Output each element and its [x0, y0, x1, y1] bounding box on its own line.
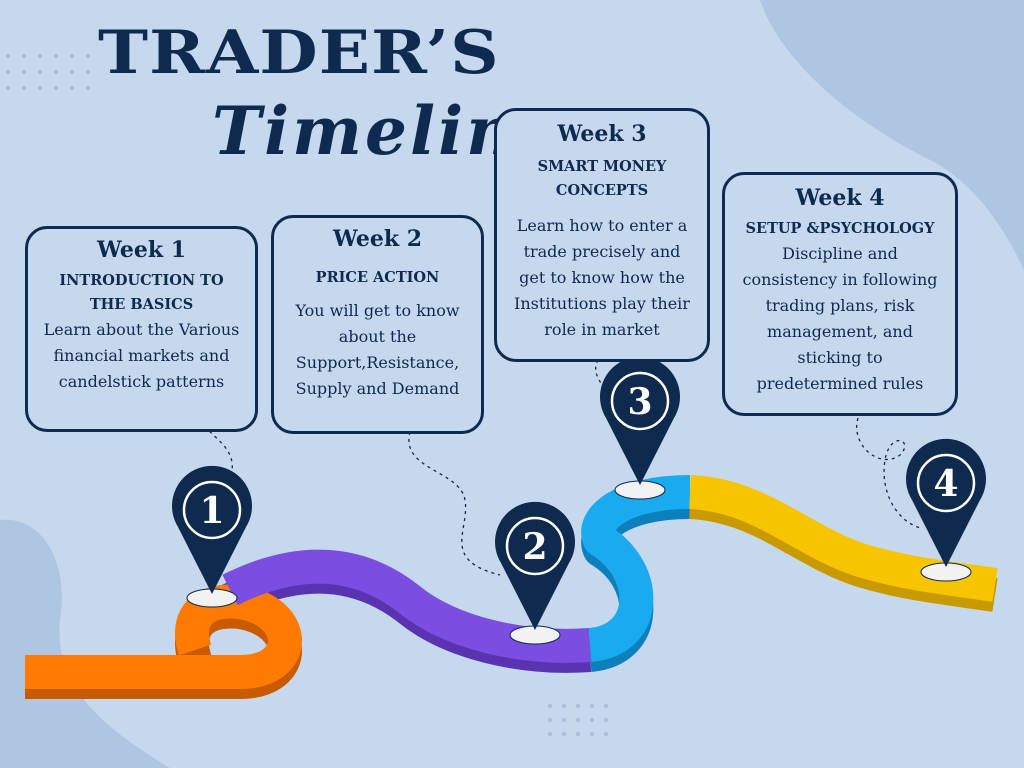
pin-3: [600, 356, 680, 485]
pin-number-1: 1: [199, 490, 224, 532]
week-description: Discipline and consistency in following …: [742, 244, 938, 393]
title-main: TRADER’S: [98, 18, 500, 88]
segment-1: [25, 584, 302, 689]
connector-2: [408, 431, 501, 576]
connector-4: [856, 417, 921, 529]
dot-grid-bottom: [547, 703, 609, 737]
week-card-1: Week 1 INTRODUCTION TO THE BASICS Learn …: [25, 226, 258, 432]
week-description: Learn how to enter a trade precisely and…: [514, 216, 690, 339]
pin-ring-3: [610, 371, 670, 431]
pin-ring-2: [505, 516, 565, 576]
week-heading: PRICE ACTION: [315, 269, 440, 286]
week-card-4: Week 4 SETUP &PSYCHOLOGY Discipline and …: [722, 172, 958, 416]
pin-4: [906, 438, 987, 567]
week-label: Week 1: [96, 237, 187, 263]
week-card-2: Week 2 PRICE ACTION You will get to know…: [271, 215, 484, 434]
pin-2: [495, 501, 576, 630]
pin-ring-4: [916, 453, 976, 513]
week-label: Week 3: [557, 121, 647, 147]
segment-3: [581, 475, 691, 662]
pin-number-2: 2: [522, 526, 547, 568]
week-heading: INTRODUCTION TO THE BASICS: [59, 272, 224, 313]
week-card-3: Week 3 SMART MONEY CONCEPTS Learn how to…: [494, 108, 710, 362]
week-heading: SETUP &PSYCHOLOGY: [745, 220, 935, 237]
week-description: You will get to know about the Support,R…: [295, 301, 460, 398]
pin-number-3: 3: [627, 381, 652, 423]
dot-grid-top: [5, 53, 91, 91]
pin-1: [172, 465, 253, 594]
week-description: Learn about the Various financial market…: [43, 320, 240, 391]
week-heading: SMART MONEY CONCEPTS: [537, 158, 667, 199]
week-label: Week 2: [332, 226, 423, 252]
pin-number-4: 4: [933, 463, 958, 505]
week-label: Week 4: [795, 185, 885, 211]
pin-ring-1: [182, 480, 242, 540]
